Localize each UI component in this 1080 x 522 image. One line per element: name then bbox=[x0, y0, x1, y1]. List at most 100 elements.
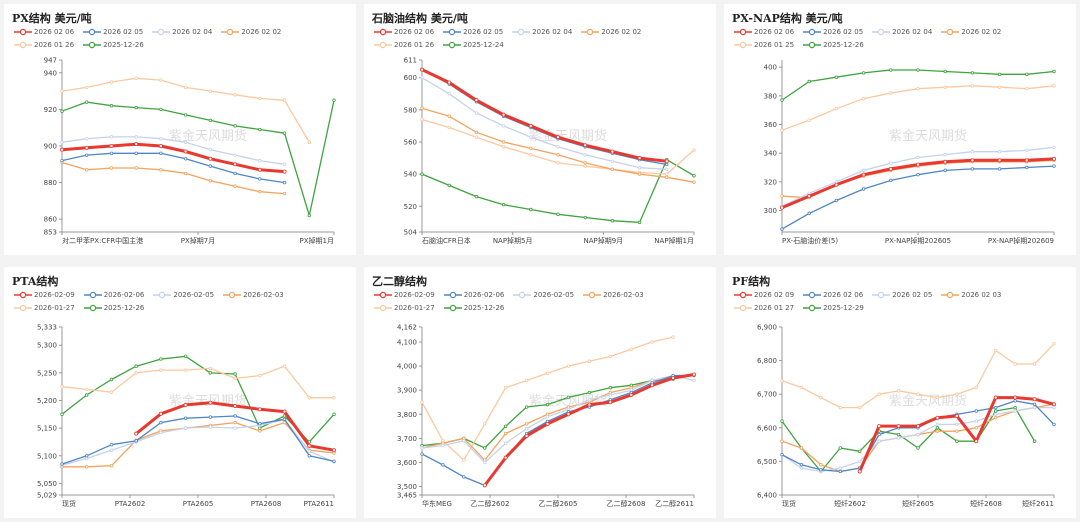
legend-item[interactable]: 2026 02 09 bbox=[734, 289, 794, 302]
series-line bbox=[781, 403, 1055, 473]
legend-item[interactable]: 2025-12-26 bbox=[443, 302, 504, 315]
legend-item[interactable]: 2026 02 05 bbox=[83, 26, 143, 39]
y-tick-label: 5,333 bbox=[37, 324, 57, 332]
data-point bbox=[447, 80, 452, 85]
series-line bbox=[781, 69, 1055, 101]
data-point bbox=[233, 414, 237, 418]
data-point bbox=[503, 431, 508, 436]
data-point bbox=[896, 424, 901, 429]
data-point bbox=[134, 439, 138, 443]
data-point bbox=[60, 140, 64, 145]
data-point bbox=[420, 400, 424, 404]
y-tick-label: 400 bbox=[764, 64, 777, 72]
data-point bbox=[916, 446, 920, 450]
legend-label: 2026 02 05 bbox=[823, 28, 864, 36]
legend-item[interactable]: 2026-01-27 bbox=[14, 302, 75, 315]
legend-item[interactable]: 2026-02-03 bbox=[223, 289, 284, 302]
data-point bbox=[420, 117, 424, 122]
legend-item[interactable]: 2025-12-29 bbox=[803, 302, 864, 315]
data-point bbox=[134, 371, 138, 375]
data-point bbox=[233, 171, 237, 176]
data-point bbox=[857, 469, 862, 474]
legend-item[interactable]: 2026 01 26 bbox=[14, 39, 74, 52]
data-point bbox=[889, 91, 893, 95]
data-point bbox=[109, 151, 114, 156]
data-point bbox=[282, 131, 287, 135]
series-line bbox=[421, 375, 695, 464]
legend-item[interactable]: 2026 02 06 bbox=[374, 26, 434, 39]
legend-item[interactable]: 2026-02-06 bbox=[443, 289, 504, 302]
legend-line-icon bbox=[734, 28, 752, 36]
legend-item[interactable]: 2026 02 04 bbox=[872, 26, 932, 39]
legend-line-icon bbox=[83, 304, 102, 312]
legend-item[interactable]: 2025-12-26 bbox=[83, 302, 144, 315]
data-point bbox=[474, 111, 479, 115]
data-point bbox=[974, 385, 978, 390]
legend-item[interactable]: 2026 01 27 bbox=[734, 302, 794, 315]
legend-item[interactable]: 2025-12-26 bbox=[803, 39, 864, 52]
legend-item[interactable]: 2026-02-05 bbox=[513, 289, 574, 302]
legend-item[interactable]: 2026-02-05 bbox=[153, 289, 214, 302]
legend-item[interactable]: 2025-12-24 bbox=[443, 39, 504, 52]
data-point bbox=[420, 172, 424, 176]
legend-label: 2026 02 05 bbox=[103, 28, 144, 36]
y-tick-label: 300 bbox=[764, 207, 777, 215]
data-point bbox=[834, 107, 839, 111]
legend-item[interactable]: 2026 02 06 bbox=[14, 26, 74, 39]
data-point bbox=[474, 98, 479, 103]
legend-item[interactable]: 2026 01 26 bbox=[374, 39, 434, 52]
legend-item[interactable]: 2026 02 02 bbox=[941, 26, 1001, 39]
legend-line-icon bbox=[14, 304, 32, 312]
legend-item[interactable]: 2026 02 02 bbox=[221, 26, 281, 39]
data-point bbox=[331, 448, 336, 453]
data-point bbox=[159, 151, 163, 156]
legend-line-icon bbox=[581, 28, 600, 36]
data-point bbox=[85, 387, 89, 392]
legend-item[interactable]: 2026-02-09 bbox=[374, 289, 435, 302]
legend-item[interactable]: 2026 02 03 bbox=[941, 289, 1001, 302]
plot-area: 611 600 580 560 540 520 504 石脑油CFR日本 NAP掉期5月 NAP掉… bbox=[404, 57, 696, 245]
legend-item[interactable]: 2026-01-27 bbox=[374, 302, 435, 315]
data-point bbox=[994, 405, 998, 410]
data-point bbox=[610, 167, 615, 172]
legend-item[interactable]: 2026 02 05 bbox=[803, 26, 863, 39]
data-point bbox=[916, 86, 920, 91]
legend-item[interactable]: 2026 02 05 bbox=[443, 26, 503, 39]
legend-item[interactable]: 2026-02-03 bbox=[583, 289, 644, 302]
legend-line-icon bbox=[223, 291, 242, 299]
data-point bbox=[916, 155, 920, 160]
legend-item[interactable]: 2026 02 04 bbox=[152, 26, 212, 39]
legend-item[interactable]: 2025-12-26 bbox=[83, 39, 144, 52]
data-point bbox=[566, 364, 571, 368]
legend-item[interactable]: 2026 02 04 bbox=[512, 26, 572, 39]
data-point bbox=[955, 422, 959, 427]
data-point bbox=[183, 171, 188, 176]
legend-item[interactable]: 2026 02 05 bbox=[872, 289, 932, 302]
data-point bbox=[1013, 395, 1018, 400]
legend-label: 2026 01 25 bbox=[754, 41, 795, 49]
data-point bbox=[233, 93, 237, 97]
series-line bbox=[421, 69, 667, 166]
legend-item[interactable]: 2026-02-06 bbox=[83, 289, 144, 302]
data-point bbox=[637, 172, 642, 176]
series-line bbox=[421, 77, 667, 170]
data-point bbox=[943, 159, 948, 164]
series-5 bbox=[780, 68, 1056, 102]
x-tick-label: 华东MEG bbox=[422, 499, 452, 508]
legend-item[interactable]: 2026 01 25 bbox=[734, 39, 794, 52]
legend-line-icon bbox=[14, 41, 32, 49]
legend-item[interactable]: 2026 02 02 bbox=[581, 26, 641, 39]
data-point bbox=[650, 383, 655, 388]
legend-item[interactable]: 2026 02 06 bbox=[803, 289, 863, 302]
data-point bbox=[208, 415, 213, 419]
data-point bbox=[332, 412, 336, 417]
legend-line-icon bbox=[941, 291, 960, 299]
legend-item[interactable]: 2026-02-09 bbox=[14, 289, 75, 302]
legend-item[interactable]: 2026 02 06 bbox=[734, 26, 794, 39]
data-point bbox=[85, 100, 89, 104]
data-point bbox=[85, 168, 89, 172]
x-tick-label: PTA2602 bbox=[115, 500, 146, 508]
data-point bbox=[587, 402, 592, 407]
chart-title: 乙二醇结构 bbox=[372, 275, 427, 288]
data-point bbox=[60, 89, 64, 93]
